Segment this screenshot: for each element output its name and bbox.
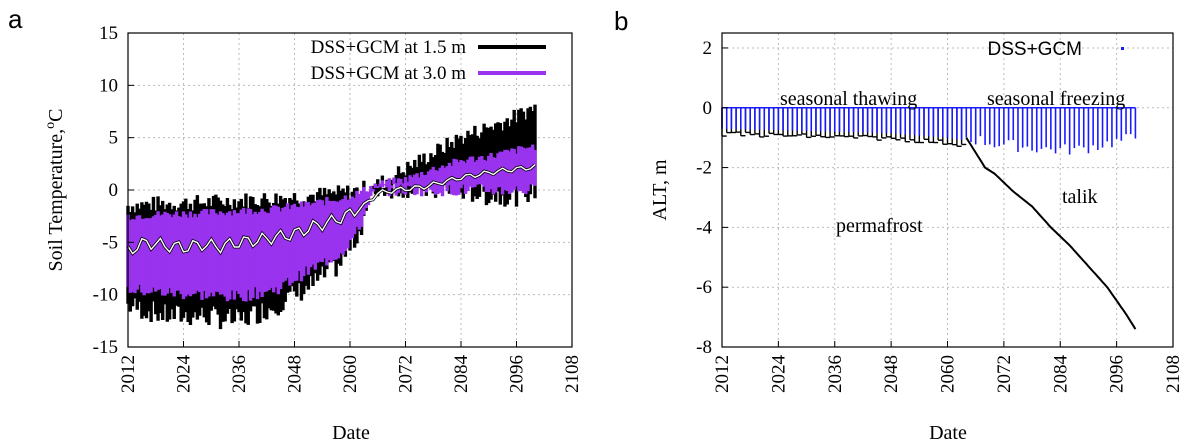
panel-b-grid <box>721 33 1174 348</box>
panel-b-chart: 2012 2024 2036 2048 2060 2072 2084 2096 2108 2 0 -… <box>649 32 1184 444</box>
mean-line <box>127 164 536 255</box>
panel-a-ytick-label: -15 <box>93 337 118 358</box>
panel-a-xtick-label: 2072 <box>396 355 417 393</box>
panel-a-ytick-label: -5 <box>102 232 118 253</box>
panel-b-data <box>721 107 1137 330</box>
panel-a-ylabel-unit: C <box>45 109 67 122</box>
panel-b-xtick-label: 2012 <box>712 355 733 393</box>
panel-a-xtick-label: 2036 <box>229 355 250 393</box>
panel-b-ytick-label: -2 <box>696 158 712 179</box>
talik-boundary-line <box>965 137 1137 330</box>
panel-a-xtick-label: 2084 <box>451 355 472 394</box>
seasonal-freezing-series <box>721 107 1137 155</box>
panel-a-ytick-label: 0 <box>109 180 119 201</box>
panel-a-ylabel-text: Soil Temperature, <box>45 129 67 272</box>
panel-a-ytick-label: 5 <box>109 128 119 149</box>
panel-a-xtick-label: 2048 <box>285 355 306 393</box>
panel-a-xtick-label: 2012 <box>118 355 139 393</box>
panel-a-letter: a <box>8 4 23 34</box>
panel-b-xtick-label: 2036 <box>825 355 846 393</box>
panel-b-xtick-label: 2048 <box>881 355 902 393</box>
panel-b-ylabel: ALT, m <box>649 159 671 221</box>
panel-a-xtick-label: 2024 <box>174 355 195 394</box>
panel-a-ytick-label: 10 <box>99 75 118 96</box>
series-a-2 <box>126 144 537 302</box>
legend-a-label-1: DSS+GCM at 1.5 m <box>311 37 467 58</box>
legend-b-swatch <box>1121 47 1124 50</box>
panel-b-ytick-label: 0 <box>703 98 713 119</box>
panel-b-xtick-label: 2060 <box>938 355 959 393</box>
annotation-permafrost: permafrost <box>836 215 923 237</box>
annotation-seasonal-freezing: seasonal freezing <box>987 88 1125 110</box>
panel-b-xtick-label: 2096 <box>1107 355 1128 393</box>
panel-a-ytick-label: 15 <box>99 23 118 44</box>
panel-b-ytick-label: -6 <box>696 277 712 298</box>
panel-b-xtick-label: 2108 <box>1163 355 1184 393</box>
panel-b-xtick-label: 2072 <box>994 355 1015 393</box>
panel-a-xtick-label: 2096 <box>507 355 528 393</box>
panel-b-xtick-label: 2024 <box>768 355 789 394</box>
panel-a-xtick-label: 2108 <box>562 355 583 393</box>
annotation-talik: talik <box>1062 186 1098 208</box>
panel-a-chart: 2012 2024 2036 2048 2060 2072 2084 2096 2108 -15… <box>43 23 583 444</box>
panel-b-ytick-label: 2 <box>703 38 713 59</box>
legend-b-label: DSS+GCM <box>988 39 1083 60</box>
panel-a-xlabel: Date <box>332 422 370 444</box>
legend-a-label-2: DSS+GCM at 3.0 m <box>311 63 467 84</box>
panel-b-xlabel: Date <box>929 422 967 444</box>
annotation-seasonal-thawing: seasonal thawing <box>780 88 917 110</box>
panel-b-xticks: 2012 2024 2036 2048 2060 2072 2084 2096 2108 <box>712 341 1184 393</box>
panel-a-ylabel: Soil Temperature,oC <box>43 109 67 272</box>
panel-b-ytick-label: -4 <box>696 217 712 238</box>
panel-b-xtick-label: 2084 <box>1050 355 1071 394</box>
panel-a-ytick-label: -10 <box>93 285 118 306</box>
panel-a-yticks: -15 -10 -5 0 5 10 15 <box>93 23 134 358</box>
panel-b-yticks: 2 0 -2 -4 -6 -8 <box>696 38 728 358</box>
panel-a-ylabel-sup: o <box>43 122 58 129</box>
panel-b-ytick-label: -8 <box>696 337 712 358</box>
panel-b-letter: b <box>614 6 628 36</box>
panel-a-mean-line <box>126 163 536 256</box>
panel-a-xtick-label: 2060 <box>340 355 361 393</box>
panel-a-xticks: 2012 2024 2036 2048 2060 2072 2084 2096 2108 <box>118 341 583 393</box>
